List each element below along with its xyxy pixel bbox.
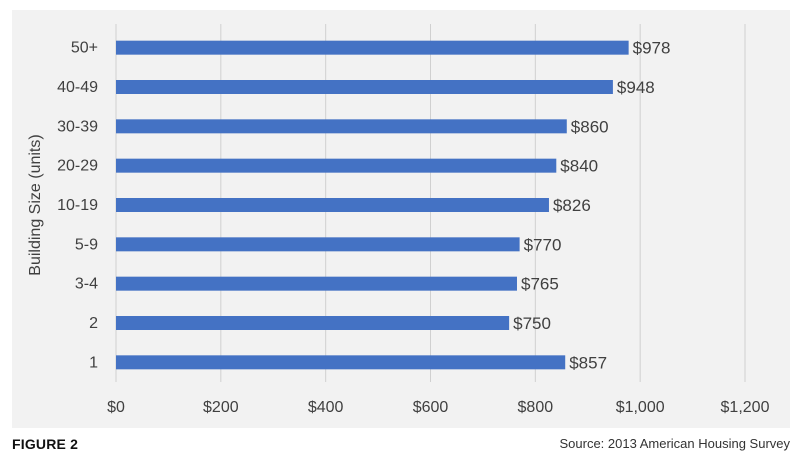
bar-chart: $0 $200 $400 $600 $800 $1,000 $1,200 1 $857 2 $750… — [27, 24, 770, 416]
category-label: 1 — [89, 354, 98, 371]
source-note: Source: 2013 American Housing Survey — [559, 436, 790, 451]
x-tick-label: $800 — [518, 399, 554, 416]
category-label: 10-19 — [57, 197, 98, 214]
x-tick-label: $400 — [308, 399, 344, 416]
bar — [116, 40, 629, 55]
category-label: 50+ — [71, 40, 98, 57]
y-axis-title: Building Size (units) — [27, 134, 44, 275]
data-label: $826 — [553, 196, 591, 215]
data-label: $978 — [633, 39, 671, 58]
bar — [116, 198, 549, 212]
data-label: $765 — [521, 275, 559, 294]
category-label: 20-29 — [57, 158, 98, 175]
x-tick-label: $0 — [107, 399, 125, 416]
category-label: 40-49 — [57, 79, 98, 96]
category-label: 2 — [89, 315, 98, 332]
data-label: $948 — [617, 78, 655, 97]
category-label: 5-9 — [75, 236, 98, 253]
chart-panel: $0 $200 $400 $600 $800 $1,000 $1,200 1 $857 2 $750… — [12, 10, 790, 428]
data-label: $840 — [560, 157, 598, 176]
x-tick-label: $1,200 — [721, 399, 770, 416]
data-label: $860 — [571, 117, 609, 136]
data-label: $770 — [524, 235, 562, 254]
bar — [116, 276, 517, 291]
category-label: 30-39 — [57, 118, 98, 135]
data-label: $750 — [513, 314, 551, 333]
bar — [116, 316, 510, 330]
x-tick-label: $600 — [413, 399, 449, 416]
x-tick-label: $200 — [203, 399, 239, 416]
data-label: $857 — [569, 353, 607, 372]
bar — [116, 237, 520, 252]
figure-label: FIGURE 2 — [12, 436, 79, 452]
bar — [116, 119, 567, 134]
bar — [116, 158, 557, 173]
x-tick-label: $1,000 — [616, 399, 665, 416]
bar — [116, 355, 566, 370]
bar — [116, 80, 613, 94]
category-label: 3-4 — [75, 276, 98, 293]
